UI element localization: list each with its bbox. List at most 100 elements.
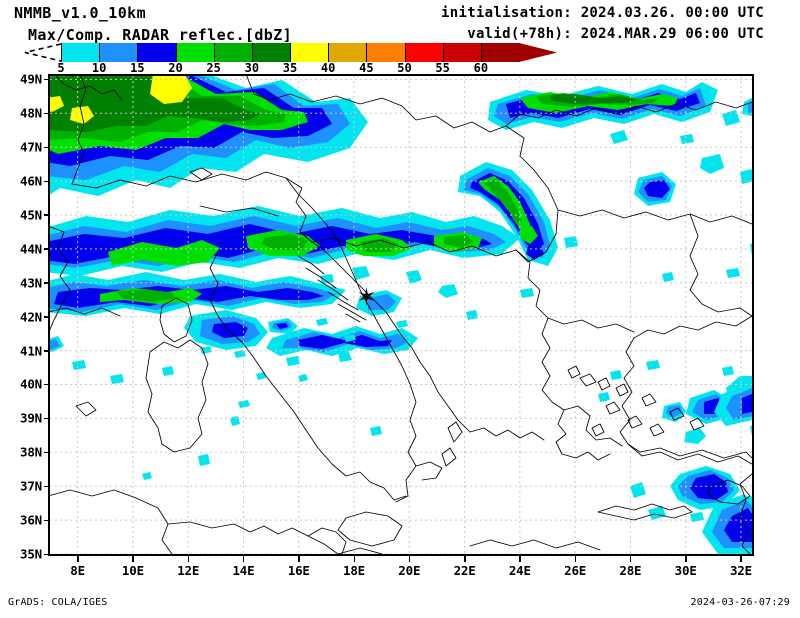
lon-tick-label-20E: 20E bbox=[398, 563, 421, 578]
colorbar-tick-label-40: 40 bbox=[320, 61, 336, 75]
colorbar-tick-label-30: 30 bbox=[244, 61, 260, 75]
lat-tick-mark-41N bbox=[44, 350, 50, 352]
lat-tick-mark-44N bbox=[44, 248, 50, 250]
lat-tick-mark-42N bbox=[44, 316, 50, 318]
colorbar-tick-label-35: 35 bbox=[282, 61, 298, 75]
initialisation-time-label: initialisation: 2024.03.26. 00:00 UTC bbox=[441, 5, 764, 21]
colorbar-tick-5 bbox=[61, 43, 62, 62]
lat-tick-label-40N: 40N bbox=[20, 376, 42, 392]
lon-tick-label-16E: 16E bbox=[287, 563, 310, 578]
lon-tick-label-30E: 30E bbox=[674, 563, 697, 578]
lat-tick-mark-38N bbox=[44, 451, 50, 454]
lat-tick-mark-35N bbox=[44, 553, 50, 555]
colorbar-segment-55 bbox=[442, 43, 482, 62]
colorbar-segment-50 bbox=[404, 43, 444, 62]
lat-tick-label-49N: 49N bbox=[20, 71, 42, 87]
lon-tick-label-24E: 24E bbox=[508, 563, 531, 578]
colorbar-tick-40 bbox=[328, 43, 330, 62]
lat-tick-mark-39N bbox=[44, 417, 50, 420]
reflectivity-shading-layer bbox=[50, 76, 752, 554]
colorbar-segment-30 bbox=[251, 43, 291, 62]
lat-tick-mark-47N bbox=[44, 146, 50, 149]
colorbar-tick-55 bbox=[442, 43, 444, 62]
lon-tick-mark-24E bbox=[519, 556, 521, 562]
lat-tick-label-47N: 47N bbox=[20, 139, 42, 155]
lat-tick-mark-48N bbox=[44, 112, 50, 115]
lon-tick-mark-10E bbox=[132, 556, 134, 562]
colorbar-tick-label-55: 55 bbox=[435, 61, 450, 75]
lon-tick-mark-8E bbox=[77, 556, 79, 562]
lon-tick-mark-32E bbox=[740, 556, 742, 562]
colorbar-tick-label-45: 45 bbox=[359, 61, 374, 75]
lon-tick-label-14E: 14E bbox=[232, 563, 255, 578]
colorbar-tick-60 bbox=[480, 43, 482, 62]
colorbar-tick-30 bbox=[251, 43, 253, 62]
lon-tick-mark-28E bbox=[629, 556, 632, 562]
colorbar-over-range-arrow-icon bbox=[519, 43, 557, 62]
colorbar-segment-25 bbox=[213, 43, 253, 62]
lat-tick-mark-49N bbox=[44, 78, 50, 81]
colorbar-tick-20 bbox=[175, 43, 177, 62]
colorbar-tick-label-25: 25 bbox=[206, 61, 221, 75]
lon-tick-mark-12E bbox=[187, 556, 190, 562]
colorbar-under-range-arrow-icon bbox=[24, 43, 62, 62]
lon-tick-mark-20E bbox=[408, 556, 411, 562]
model-name-title: NMMB_v1.0_10km bbox=[14, 4, 147, 22]
lon-tick-label-12E: 12E bbox=[177, 563, 200, 578]
colorbar-segment-60 bbox=[480, 43, 520, 62]
lon-tick-mark-14E bbox=[242, 556, 245, 562]
lat-tick-label-45N: 45N bbox=[20, 207, 42, 223]
lat-tick-mark-40N bbox=[44, 383, 50, 386]
colorbar-tick-35 bbox=[290, 43, 291, 62]
reflectivity-colorbar: 5 10 15 20 25 30 35 40 45 50 55 60 bbox=[0, 43, 800, 75]
lon-tick-label-32E: 32E bbox=[729, 563, 752, 578]
colorbar-tick-50 bbox=[404, 43, 406, 62]
colorbar-segment-45 bbox=[366, 43, 406, 62]
colorbar-segment-20 bbox=[175, 43, 215, 62]
lat-tick-mark-43N bbox=[44, 282, 50, 284]
lat-tick-label-36N: 36N bbox=[20, 512, 42, 528]
colorbar-segment-40 bbox=[328, 43, 367, 62]
lat-tick-label-46N: 46N bbox=[20, 173, 42, 189]
lat-tick-label-43N: 43N bbox=[20, 275, 42, 291]
lon-tick-label-26E: 26E bbox=[564, 563, 587, 578]
lat-tick-label-37N: 37N bbox=[20, 478, 42, 494]
colorbar-tick-15 bbox=[137, 43, 139, 62]
coastline-and-border-layer bbox=[50, 76, 752, 554]
grads-credit-label: GrADS: COLA/IGES bbox=[8, 597, 108, 608]
colorbar-tick-label-15: 15 bbox=[130, 61, 145, 75]
lon-tick-label-18E: 18E bbox=[343, 563, 366, 578]
lat-tick-label-35N: 35N bbox=[20, 546, 42, 562]
lon-tick-mark-16E bbox=[298, 556, 300, 562]
lon-tick-mark-18E bbox=[353, 556, 356, 562]
colorbar-tick-label-5: 5 bbox=[57, 61, 65, 75]
lat-tick-mark-36N bbox=[44, 519, 50, 522]
lon-tick-mark-26E bbox=[574, 556, 577, 562]
colorbar-segment-5 bbox=[61, 43, 100, 62]
lat-tick-label-44N: 44N bbox=[20, 241, 42, 257]
radar-reflectivity-map[interactable] bbox=[48, 74, 754, 556]
colorbar-segment-35 bbox=[290, 43, 329, 62]
lon-tick-label-22E: 22E bbox=[453, 563, 476, 578]
star-icon bbox=[358, 287, 375, 306]
render-timestamp-label: 2024-03-26-07:29 bbox=[690, 597, 790, 608]
colorbar-tick-10 bbox=[99, 43, 101, 62]
lat-tick-mark-45N bbox=[44, 214, 50, 216]
lat-tick-label-42N: 42N bbox=[20, 309, 42, 325]
valid-time-label: valid(+78h): 2024.MAR.29 06:00 UTC bbox=[467, 26, 764, 42]
colorbar-tick-label-10: 10 bbox=[91, 61, 107, 75]
colorbar-segment-15 bbox=[137, 43, 177, 62]
lon-tick-mark-22E bbox=[464, 556, 466, 562]
colorbar-tick-label-20: 20 bbox=[168, 61, 183, 75]
map-canvas bbox=[50, 76, 752, 554]
lat-tick-label-41N: 41N bbox=[20, 343, 42, 359]
lon-tick-label-10E: 10E bbox=[121, 563, 144, 578]
field-name-title: Max/Comp. RADAR reflec.[dbZ] bbox=[28, 26, 293, 44]
colorbar-tick-label-60: 60 bbox=[473, 61, 489, 75]
station-star-marker[interactable] bbox=[358, 287, 375, 306]
lon-tick-label-8E: 8E bbox=[70, 563, 85, 578]
lat-tick-label-38N: 38N bbox=[20, 444, 42, 460]
lat-tick-mark-37N bbox=[44, 485, 50, 488]
colorbar-tick-label-50: 50 bbox=[397, 61, 412, 75]
